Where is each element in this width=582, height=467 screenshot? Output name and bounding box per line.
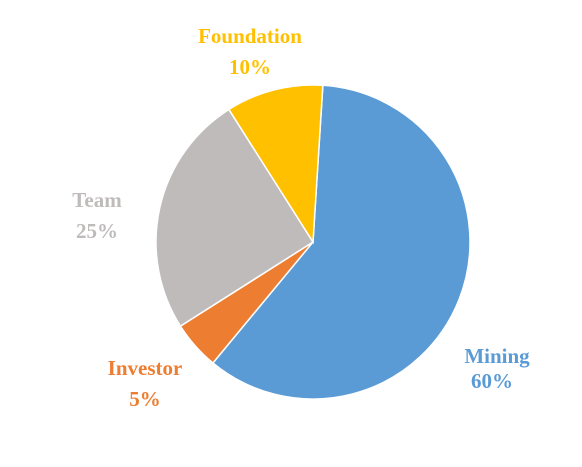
slice-percent-label-investor: 5% [129,387,161,411]
slice-name-label-investor: Investor [108,356,183,380]
pie-slice-team [155,108,315,328]
slice-percent-label-team: 25% [76,219,118,243]
slice-name-label-team: Team [72,188,122,212]
pie-slice-mining [211,84,471,400]
slice-percent-label-mining: 60% [471,369,513,393]
pie-slices [155,84,471,400]
pie-slice-foundation [227,84,324,245]
slice-percent-label-foundation: 10% [229,55,271,79]
slice-name-label-foundation: Foundation [198,24,302,48]
slice-name-label-mining: Mining [464,344,530,368]
